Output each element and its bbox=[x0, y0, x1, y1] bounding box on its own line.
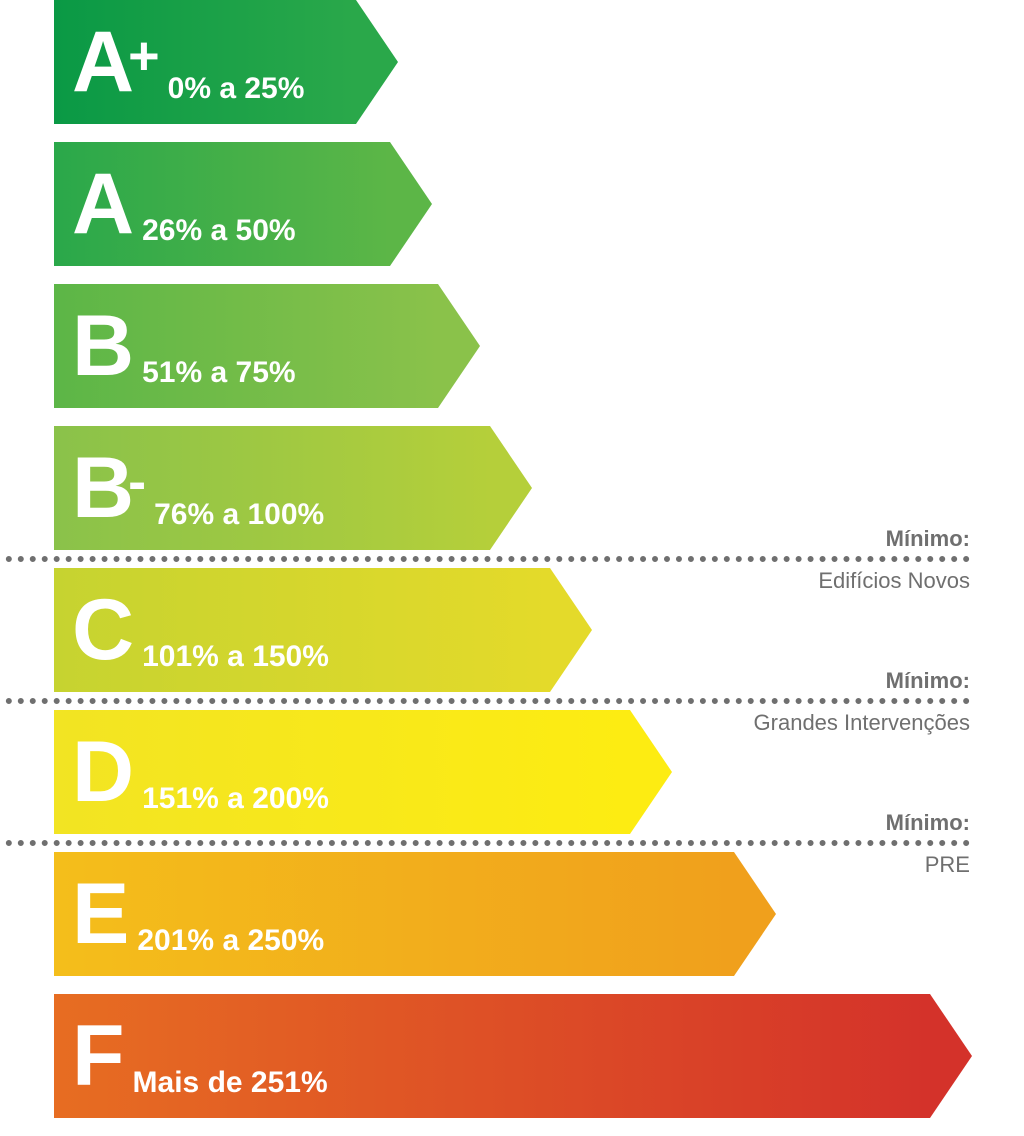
arrow-tip-icon bbox=[930, 994, 972, 1118]
threshold-bottom-label: Edifícios Novos bbox=[710, 567, 970, 595]
arrow-tip-icon bbox=[438, 284, 480, 408]
threshold-top-label: Mínimo: bbox=[710, 525, 970, 567]
rating-bar: FMais de 251% bbox=[54, 994, 930, 1118]
rating-letter: B- bbox=[72, 426, 146, 550]
threshold-bottom-label: PRE bbox=[710, 851, 970, 879]
threshold-bottom-label: Grandes Intervenções bbox=[710, 709, 970, 737]
rating-row: B51% a 75% bbox=[54, 284, 1024, 408]
rating-bar: A+0% a 25% bbox=[54, 0, 356, 124]
rating-letter: C bbox=[72, 568, 134, 692]
rating-letter: A+ bbox=[72, 0, 160, 124]
energy-rating-chart: A+0% a 25%A26% a 50%B51% a 75%B-76% a 10… bbox=[0, 0, 1024, 1118]
rating-letter: E bbox=[72, 852, 129, 976]
rating-letter: F bbox=[72, 994, 125, 1118]
rating-letter-sup: - bbox=[128, 452, 146, 512]
rating-row: A26% a 50% bbox=[54, 142, 1024, 266]
rating-letter: A bbox=[72, 142, 134, 266]
rating-range: 51% a 75% bbox=[142, 356, 295, 408]
arrow-tip-icon bbox=[630, 710, 672, 834]
rating-row: FMais de 251% bbox=[54, 994, 1024, 1118]
rating-bar: B51% a 75% bbox=[54, 284, 438, 408]
threshold-label: Mínimo:Grandes Intervenções bbox=[710, 667, 970, 736]
rating-bar: B-76% a 100% bbox=[54, 426, 490, 550]
rating-bar: A26% a 50% bbox=[54, 142, 390, 266]
arrow-tip-icon bbox=[550, 568, 592, 692]
threshold-label: Mínimo:Edifícios Novos bbox=[710, 525, 970, 594]
rating-range: 76% a 100% bbox=[154, 498, 324, 550]
rating-row: A+0% a 25% bbox=[54, 0, 1024, 124]
rating-letter: D bbox=[72, 710, 134, 834]
arrow-tip-icon bbox=[490, 426, 532, 550]
threshold-top-label: Mínimo: bbox=[710, 667, 970, 709]
arrow-tip-icon bbox=[356, 0, 398, 124]
rating-range: 26% a 50% bbox=[142, 214, 295, 266]
arrow-tip-icon bbox=[390, 142, 432, 266]
rating-letter-sup: + bbox=[128, 26, 160, 86]
rating-range: 151% a 200% bbox=[142, 782, 329, 834]
rating-range: 101% a 150% bbox=[142, 640, 329, 692]
rating-bar: C101% a 150% bbox=[54, 568, 550, 692]
rating-range: Mais de 251% bbox=[133, 1066, 328, 1118]
rating-letter: B bbox=[72, 284, 134, 408]
rating-range: 201% a 250% bbox=[137, 924, 324, 976]
threshold-top-label: Mínimo: bbox=[710, 809, 970, 851]
rating-bar-bg bbox=[54, 710, 630, 834]
rating-bar: D151% a 200% bbox=[54, 710, 630, 834]
rating-range: 0% a 25% bbox=[168, 72, 305, 124]
rating-bar: E201% a 250% bbox=[54, 852, 734, 976]
threshold-label: Mínimo:PRE bbox=[710, 809, 970, 878]
